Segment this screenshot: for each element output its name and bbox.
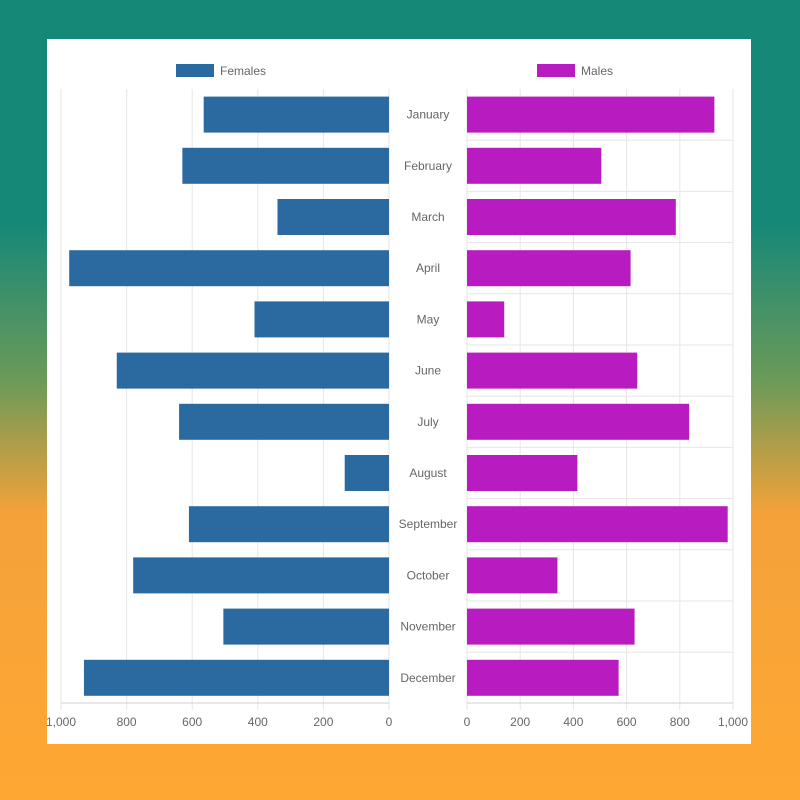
male-bar: [467, 557, 558, 594]
male-bar: [467, 250, 631, 287]
left-tick-label: 400: [248, 715, 268, 729]
category-label: November: [400, 620, 455, 634]
left-tick-label: 0: [386, 715, 393, 729]
category-label: July: [417, 415, 438, 429]
male-bar: [467, 147, 602, 184]
category-label: January: [407, 108, 450, 122]
female-bar: [344, 455, 389, 491]
female-bar: [133, 557, 389, 594]
left-tick-label: 800: [117, 715, 137, 729]
female-bar: [116, 352, 389, 389]
category-label: March: [411, 210, 444, 224]
category-label: August: [409, 466, 447, 480]
chart-card: 1,000 800 600 400 200 0 0 200 400 600 800 1,000 Janu…: [47, 39, 751, 744]
legend-swatch: [176, 64, 214, 77]
male-bar: [467, 659, 619, 696]
male-bar: [467, 352, 638, 389]
right-tick-label: 600: [617, 715, 637, 729]
left-tick-label: 600: [182, 715, 202, 729]
male-bar: [467, 403, 690, 440]
right-tick-label: 1,000: [718, 715, 748, 729]
female-bar: [179, 403, 389, 440]
female-bar: [188, 506, 389, 543]
female-bar: [203, 96, 389, 133]
right-tick-label: 800: [670, 715, 690, 729]
legend-label: Females: [220, 64, 266, 78]
male-bar: [467, 301, 505, 338]
legend-label: Males: [581, 64, 613, 78]
male-bar: [467, 608, 635, 645]
right-tick-label: 400: [563, 715, 583, 729]
left-tick-label: 1,000: [47, 715, 76, 729]
female-bar: [277, 199, 389, 235]
category-label: October: [407, 568, 450, 582]
female-bar: [69, 250, 389, 287]
category-label: April: [416, 261, 440, 275]
male-bar: [467, 96, 715, 133]
category-label: May: [417, 312, 440, 326]
left-tick-label: 200: [313, 715, 333, 729]
male-bar: [467, 199, 676, 235]
category-label: February: [404, 159, 452, 173]
right-tick-label: 0: [464, 715, 471, 729]
legend-swatch: [537, 64, 575, 77]
male-bar: [467, 455, 578, 491]
right-tick-label: 200: [510, 715, 530, 729]
male-bar: [467, 506, 728, 543]
category-label: December: [400, 671, 455, 685]
female-bar: [254, 301, 389, 338]
category-label: September: [399, 517, 458, 531]
female-bar: [182, 147, 389, 184]
category-label: June: [415, 364, 441, 378]
population-pyramid-chart: 1,000 800 600 400 200 0 0 200 400 600 800 1,000 Janu…: [47, 64, 748, 729]
female-bar: [83, 659, 390, 696]
female-bar: [223, 608, 389, 645]
